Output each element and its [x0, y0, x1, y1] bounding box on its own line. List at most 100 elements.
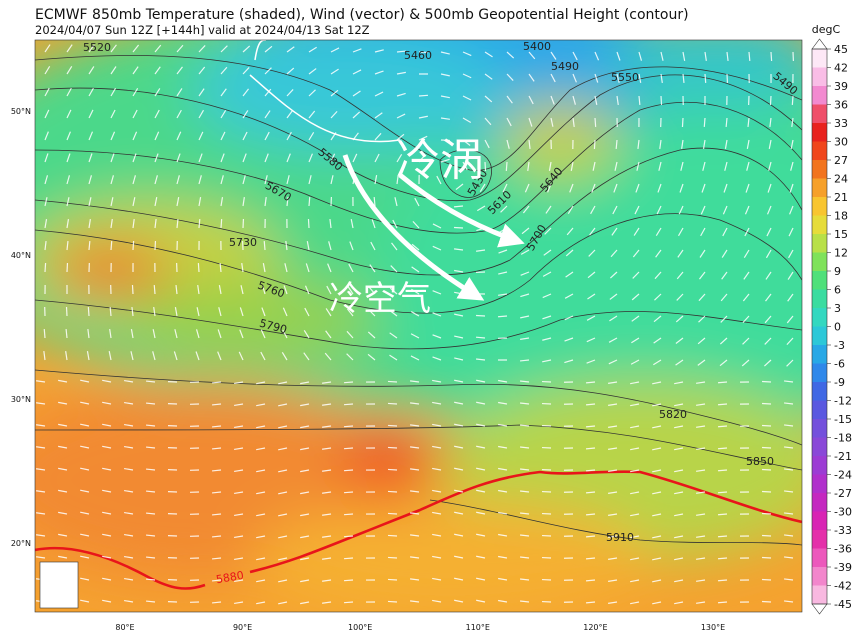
colorbar-swatch: [812, 567, 827, 586]
colorbar-tick-label: -33: [834, 524, 852, 537]
wind-vector: [221, 219, 222, 228]
contour-label: 5490: [551, 60, 579, 73]
colorbar-tick-label: 45: [834, 43, 848, 56]
colorbar-swatch: [812, 586, 827, 605]
wind-vector: [762, 447, 771, 448]
wind-vector: [586, 382, 595, 383]
colorbar-swatch: [812, 419, 827, 438]
colorbar-tick-label: -9: [834, 376, 845, 389]
wind-vector: [133, 241, 134, 250]
wind-vector: [718, 558, 727, 559]
wind-vector: [762, 403, 771, 404]
colorbar-swatch: [812, 549, 827, 568]
colorbar-tick-label: -6: [834, 358, 845, 371]
colorbar-swatch: [812, 105, 827, 124]
wind-vector: [89, 241, 90, 250]
colorbar-tick-label: -39: [834, 561, 852, 574]
wind-vector: [586, 470, 595, 471]
wind-vector: [586, 404, 595, 405]
wind-vector: [762, 579, 771, 580]
wind-vector: [110, 307, 111, 316]
colorbar-swatch: [812, 512, 827, 531]
colorbar-swatch: [812, 234, 827, 253]
wind-vector: [388, 491, 397, 492]
wind-vector: [718, 514, 727, 515]
colorbar-swatch: [812, 401, 827, 420]
wind-vector: [762, 601, 771, 602]
wind-vector: [586, 580, 595, 581]
colorbar-tick-label: -36: [834, 543, 852, 556]
lon-label: 90°E: [233, 623, 252, 632]
colorbar-tick-label: 0: [834, 321, 841, 334]
colorbar-arrow: [812, 39, 827, 49]
colorbar-tick-label: -42: [834, 580, 852, 593]
wind-vector: [762, 513, 771, 514]
wind-vector: [388, 403, 397, 404]
wind-vector: [586, 602, 595, 603]
colorbar-tick-label: -18: [834, 432, 852, 445]
wind-vector: [762, 491, 771, 492]
title: ECMWF 850mb Temperature (shaded), Wind (…: [35, 7, 689, 23]
wind-vector: [485, 162, 486, 171]
wind-vector: [388, 601, 397, 602]
colorbar-swatch: [812, 530, 827, 549]
wind-vector: [586, 514, 595, 515]
wind-vector: [309, 197, 310, 206]
lon-label: 130°E: [701, 623, 725, 632]
wind-vector: [344, 492, 353, 493]
wind-vector: [586, 558, 595, 559]
wind-vector: [344, 514, 353, 515]
contour-label: 5910: [606, 531, 634, 544]
colorbar-swatch: [812, 475, 827, 494]
wind-vector: [718, 404, 727, 405]
wind-vector: [344, 602, 353, 603]
colorbar-tick-label: -27: [834, 487, 852, 500]
wind-vector: [718, 602, 727, 603]
wind-vector: [762, 557, 771, 558]
wind-vector: [718, 448, 727, 449]
wind-vector: [344, 536, 353, 537]
colorbar-swatch: [812, 493, 827, 512]
lon-label: 120°E: [583, 623, 607, 632]
colorbar-tick-label: 36: [834, 99, 848, 112]
contour-label: 5400: [523, 40, 551, 53]
colorbar: degC 4542393633302724211815129630-3-6-9-…: [812, 23, 852, 614]
colorbar-tick-label: 3: [834, 302, 841, 315]
subtitle: 2024/04/07 Sun 12Z [+144h] valid at 2024…: [35, 23, 370, 37]
colorbar-swatch: [812, 364, 827, 383]
colorbar-swatch: [812, 49, 827, 68]
wind-vector: [762, 425, 771, 426]
colorbar-swatch: [812, 382, 827, 401]
wind-vector: [586, 492, 595, 493]
contour-label: 5730: [229, 236, 257, 249]
colorbar-arrow: [812, 604, 827, 614]
colorbar-swatch: [812, 123, 827, 142]
wind-vector: [154, 285, 155, 294]
wind-vector: [344, 404, 353, 405]
contour-label: 5520: [83, 41, 111, 54]
colorbar-tick-label: -3: [834, 339, 845, 352]
wind-vector: [718, 426, 727, 427]
wind-vector: [454, 227, 463, 228]
wind-vector: [792, 96, 793, 105]
wind-vector: [718, 536, 727, 537]
colorbar-tick-label: 42: [834, 62, 848, 75]
wind-vector: [718, 470, 727, 471]
wind-vector: [388, 557, 397, 558]
wind-vector: [762, 381, 771, 382]
wind-vector: [132, 285, 133, 294]
wind-vector: [344, 580, 353, 581]
wind-vector: [498, 316, 507, 317]
colorbar-swatch: [812, 345, 827, 364]
wind-vector: [718, 580, 727, 581]
contour-label: 5460: [404, 49, 432, 62]
colorbar-swatch: [812, 86, 827, 105]
colorbar-swatch: [812, 68, 827, 87]
colorbar-tick-label: 39: [834, 80, 848, 93]
colorbar-swatch: [812, 160, 827, 179]
wind-vector: [388, 535, 397, 536]
wind-vector: [388, 447, 397, 448]
wind-vector: [762, 469, 771, 470]
colorbar-swatch: [812, 271, 827, 290]
colorbar-swatch: [812, 308, 827, 327]
